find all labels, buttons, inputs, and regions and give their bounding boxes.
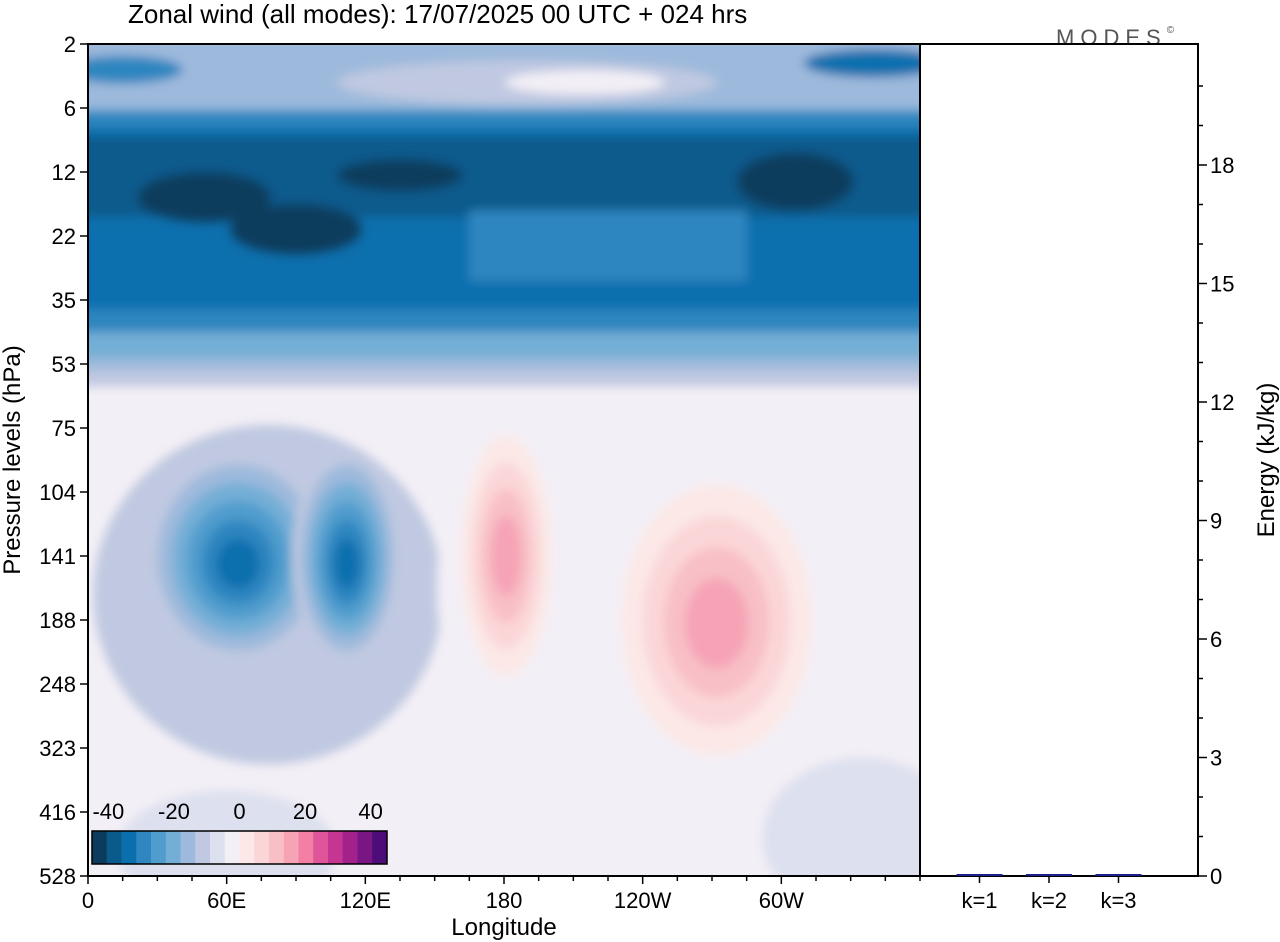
energy-bar (956, 874, 1003, 876)
colorbar-swatch (151, 831, 167, 864)
colorbar-swatch (298, 831, 314, 864)
easterly-patch (736, 152, 854, 211)
y-tick-label: 416 (39, 800, 76, 825)
energy-axis-label: Energy (kJ/kg) (1253, 383, 1280, 538)
x-tick-label: 0 (82, 888, 94, 913)
x-axis: 0 60E 120E 180 120W 60W (82, 876, 921, 913)
energy-tick-label: 0 (1210, 864, 1222, 889)
colorbar-swatch (92, 831, 108, 864)
colorbar: -40 -20 0 20 40 (91, 799, 388, 865)
x-axis-label: Longitude (451, 914, 556, 941)
westerly-jet-contour (491, 516, 522, 596)
brand-mark: © (1167, 25, 1180, 36)
colorbar-swatch (165, 831, 181, 864)
easterly-weak-region (469, 210, 747, 281)
bars: k=1 k=2 k=3 (956, 874, 1142, 913)
top-band-light-core (504, 70, 665, 95)
y-tick-label: 141 (39, 544, 76, 569)
colorbar-swatch (106, 831, 122, 864)
colorbar-swatch (357, 831, 373, 864)
colorbar-tick-label: -40 (92, 799, 124, 824)
easterly-patch (137, 172, 272, 224)
energy-tick-label: 6 (1210, 627, 1222, 652)
y-tick-label: 188 (39, 608, 76, 633)
easterly-patch (337, 159, 463, 192)
top-band-dark (88, 55, 183, 84)
colorbar-swatch (254, 831, 270, 864)
y-tick-label: 35 (52, 288, 76, 313)
y-tick-label: 75 (52, 416, 76, 441)
easterly-jet-contour (334, 538, 360, 590)
westerly-jet-contour (684, 578, 749, 669)
x-tick-label: 120E (340, 888, 391, 913)
energy-tick-label: 3 (1210, 746, 1222, 771)
energy-tick-label: 18 (1210, 153, 1234, 178)
field-layers (88, 44, 920, 876)
y-tick-label: 248 (39, 672, 76, 697)
energy-bar-chart: k=1 k=2 k=3 0 3 6 9 12 15 18 Energy (kJ/kg) (919, 43, 1280, 913)
wind-field (88, 44, 920, 876)
energy-tick-label: 12 (1210, 390, 1234, 415)
heatmap-plot: 0 60E 120E 180 120W 60W 2 6 12 22 35 53 75 104 141 188… (0, 32, 921, 941)
colorbar-swatch (180, 831, 196, 864)
colorbar-tick-label: 0 (233, 799, 245, 824)
colorbar-swatch (210, 831, 226, 864)
colorbar-swatch (121, 831, 137, 864)
y-tick-label: 528 (39, 864, 76, 889)
easterly-jet-contour (216, 538, 261, 590)
colorbar-swatch (342, 831, 358, 864)
bar-category-label: k=2 (1031, 888, 1067, 913)
top-band-dark (803, 49, 920, 78)
x-tick-label: 60E (207, 888, 246, 913)
colorbar-swatch (328, 831, 344, 864)
x-tick-label: 180 (486, 888, 523, 913)
colorbar-swatch (313, 831, 329, 864)
energy-bar (1095, 874, 1142, 876)
faint-easterly-patch (762, 757, 920, 876)
colorbar-swatch (372, 831, 388, 864)
bar-category-label: k=3 (1100, 888, 1136, 913)
y-tick-label: 12 (52, 160, 76, 185)
y-tick-label: 6 (64, 96, 76, 121)
y-tick-label: 2 (64, 32, 76, 57)
y-tick-label: 104 (39, 480, 76, 505)
x-tick-label: 60W (759, 888, 804, 913)
y-tick-label: 22 (52, 224, 76, 249)
y-axis: 2 6 12 22 35 53 75 104 141 188 248 323 416 528 (39, 32, 88, 889)
energy-axis: 0 3 6 9 12 15 18 (1198, 85, 1234, 889)
energy-tick-label: 15 (1210, 272, 1234, 297)
bar-category-label: k=1 (961, 888, 997, 913)
bar-chart-frame (919, 43, 1199, 877)
chart-title: Zonal wind (all modes): 17/07/2025 00 UT… (128, 0, 747, 29)
colorbar-swatch (136, 831, 152, 864)
x-tick-label: 120W (614, 888, 672, 913)
y-axis-label: Pressure levels (hPa) (0, 345, 26, 574)
y-tick-label: 323 (39, 736, 76, 761)
energy-tick-label: 9 (1210, 509, 1222, 534)
colorbar-swatch (195, 831, 211, 864)
colorbar-swatch (269, 831, 285, 864)
colorbar-tick-label: 40 (358, 799, 382, 824)
y-tick-label: 53 (52, 352, 76, 377)
colorbar-swatch (283, 831, 299, 864)
colorbar-tick-label: 20 (293, 799, 317, 824)
colorbar-swatch (224, 831, 240, 864)
colorbar-tick-label: -20 (158, 799, 190, 824)
colorbar-swatch (239, 831, 255, 864)
easterly-patch (229, 204, 363, 256)
energy-bar (1026, 874, 1072, 876)
colorbar-frame (91, 830, 388, 865)
